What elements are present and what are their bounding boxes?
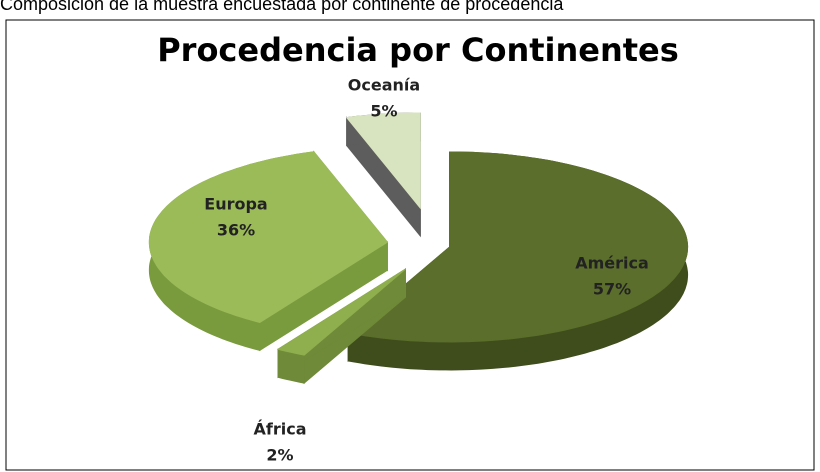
slice <box>276 268 406 385</box>
slice <box>345 112 421 238</box>
chart-title: Procedencia por Continentes <box>157 31 679 69</box>
caption: Composición de la muestra encuestada por… <box>0 0 564 14</box>
slice-value-label: 57% <box>593 280 631 299</box>
slice <box>347 151 689 371</box>
slice-category-label: América <box>575 254 649 273</box>
slice-category-label: África <box>254 420 307 439</box>
slice <box>148 150 389 352</box>
slice-category-label: Oceanía <box>348 76 420 95</box>
slice-value-label: 36% <box>217 221 255 240</box>
pie-slice <box>345 112 421 210</box>
pie-slice <box>148 151 389 323</box>
pie-slice <box>276 268 406 356</box>
pie-slice <box>347 151 689 343</box>
slice-value-label: 5% <box>370 102 397 121</box>
slice-value-label: 2% <box>266 446 293 465</box>
slice-category-label: Europa <box>204 195 267 214</box>
